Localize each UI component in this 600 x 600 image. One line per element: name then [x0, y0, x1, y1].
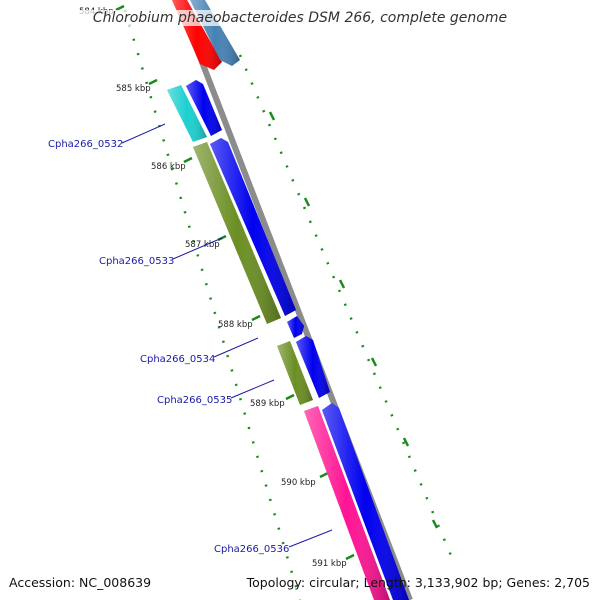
- gene-label-cpha266-0532[interactable]: Cpha266_0532: [48, 123, 166, 150]
- gene-label-cpha266-0535[interactable]: Cpha266_0535: [157, 379, 275, 406]
- tick-label-585: 585 kbp: [116, 84, 151, 94]
- accession-text: Accession: NC_008639: [9, 575, 152, 590]
- feature-cds-0536[interactable]: [322, 403, 409, 600]
- gene-label-cpha266-0536[interactable]: Cpha266_0536: [214, 529, 333, 555]
- tick-588: 588 kbp: [218, 314, 261, 330]
- feature-cpha266-0533[interactable]: [193, 142, 281, 324]
- inner-track-major-ticks: [268, 111, 439, 529]
- tick-590: 590 kbp: [281, 471, 329, 488]
- tick-589: 589 kbp: [250, 393, 295, 409]
- tick-587: 587 kbp: [185, 234, 227, 250]
- feature-cds-0533[interactable]: [210, 138, 296, 316]
- tick-label-588: 588 kbp: [218, 320, 253, 330]
- tick-label-590: 590 kbp: [281, 478, 316, 488]
- tick-591: 591 kbp: [312, 553, 355, 569]
- genome-summary-text: Topology: circular; Length: 3,133,902 bp…: [246, 575, 590, 590]
- feature-cpha266-0535[interactable]: [277, 341, 313, 405]
- tick-label-589: 589 kbp: [250, 399, 285, 409]
- svg-text:Cpha266_0535: Cpha266_0535: [157, 395, 232, 406]
- gene-label-cpha266-0533[interactable]: Cpha266_0533: [99, 237, 223, 267]
- feature-cpha266-0532[interactable]: [167, 85, 207, 142]
- tick-label-591: 591 kbp: [312, 559, 347, 569]
- feature-cpha266-0536[interactable]: [304, 406, 390, 600]
- map-title: Chlorobium phaeobacteroides DSM 266, com…: [0, 10, 600, 26]
- svg-text:Cpha266_0534: Cpha266_0534: [140, 354, 215, 365]
- svg-text:Cpha266_0532: Cpha266_0532: [48, 139, 123, 150]
- svg-text:Cpha266_0536: Cpha266_0536: [214, 544, 289, 555]
- feature-cds-0535[interactable]: [296, 336, 330, 398]
- tick-label-586: 586 kbp: [151, 162, 186, 172]
- svg-text:Cpha266_0533: Cpha266_0533: [99, 256, 174, 267]
- tick-586: 586 kbp: [151, 156, 193, 172]
- gene-label-cpha266-0534[interactable]: Cpha266_0534: [140, 337, 259, 365]
- feature-cds-0534[interactable]: [287, 316, 304, 338]
- tick-585: 585 kbp: [116, 78, 158, 94]
- feature-cds-0532[interactable]: [186, 80, 222, 136]
- tick-label-587: 587 kbp: [185, 240, 220, 250]
